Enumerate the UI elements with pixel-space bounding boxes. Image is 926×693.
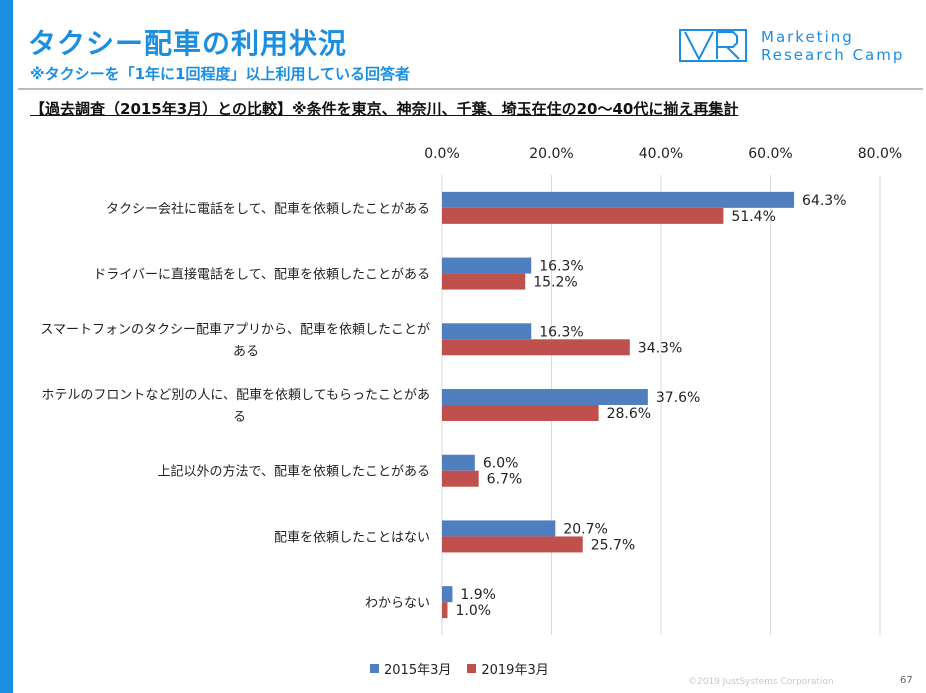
- legend-item-2015: 2015年3月: [370, 659, 451, 678]
- data-label: 64.3%: [802, 193, 846, 209]
- bar: [442, 586, 453, 603]
- category-label: 配車を依頼したことはない: [274, 530, 430, 545]
- category-label: スマートフォンのタクシー配車アプリから、配車を依頼したことが: [40, 322, 430, 337]
- header-divider: [18, 88, 923, 90]
- x-tick-label: 80.0%: [858, 146, 902, 162]
- legend-label-2015: 2015年3月: [384, 663, 452, 678]
- data-label: 1.0%: [455, 603, 491, 619]
- data-label: 6.0%: [483, 456, 519, 472]
- page-number: 67: [900, 675, 913, 686]
- bar: [442, 536, 583, 553]
- logo-line-1: Marketing: [761, 28, 854, 46]
- bar: [442, 454, 475, 471]
- data-label: 51.4%: [731, 209, 775, 225]
- data-label: 1.9%: [460, 587, 496, 603]
- logo-text: Marketing Research Camp: [761, 28, 904, 64]
- bar: [442, 207, 724, 224]
- data-label: 16.3%: [539, 324, 583, 340]
- bar: [442, 339, 630, 356]
- data-label: 37.6%: [656, 390, 700, 406]
- x-tick-label: 0.0%: [424, 146, 460, 162]
- page-title: タクシー配車の利用状況: [28, 27, 348, 60]
- bar: [442, 520, 556, 537]
- bar: [442, 389, 648, 405]
- category-label: ある: [233, 344, 259, 359]
- page-subtitle: ※タクシーを「1年に1回程度」以上利用している回答者: [30, 65, 411, 83]
- logo-line-2: Research Camp: [761, 46, 905, 64]
- category-label: る: [233, 410, 246, 425]
- legend-label-2019: 2019年3月: [481, 663, 549, 678]
- x-tick-label: 20.0%: [529, 146, 573, 162]
- accent-side-bar: [0, 0, 13, 693]
- x-tick-label: 40.0%: [639, 146, 683, 162]
- x-tick-label: 60.0%: [748, 146, 792, 162]
- bar: [442, 405, 599, 421]
- legend-swatch-2019: [467, 664, 477, 673]
- data-label: 16.3%: [539, 259, 583, 275]
- comparison-heading: 【過去調査（2015年3月）との比較】※条件を東京、神奈川、千葉、埼玉在住の20…: [30, 100, 739, 118]
- category-label: ホテルのフロントなど別の人に、配車を依頼してもらったことがあ: [41, 388, 430, 403]
- bar: [442, 323, 532, 340]
- category-label: わからない: [365, 596, 430, 611]
- bar: [442, 191, 795, 208]
- data-label: 34.3%: [638, 340, 682, 356]
- category-label: タクシー会社に電話をして、配車を依頼したことがある: [106, 201, 430, 217]
- category-label: ドライバーに直接電話をして、配車を依頼したことがある: [93, 267, 430, 283]
- legend-item-2019: 2019年3月: [467, 659, 549, 678]
- data-label: 6.7%: [487, 472, 523, 488]
- vr-logo-icon: [679, 29, 747, 62]
- data-label: 15.2%: [533, 275, 577, 291]
- bar: [442, 273, 526, 290]
- brand-logo: Marketing Research Camp: [679, 26, 919, 66]
- bar: [442, 602, 448, 619]
- data-label: 28.6%: [607, 406, 651, 422]
- bar: [442, 470, 479, 487]
- bar: [442, 257, 532, 274]
- data-label: 25.7%: [591, 537, 635, 553]
- data-label: 20.7%: [563, 521, 607, 537]
- copyright-text: ©2019 JustSystems Corporation: [688, 677, 834, 687]
- category-label: 上記以外の方法で、配車を依頼したことがある: [158, 464, 430, 480]
- chart-legend: 2015年3月 2019年3月: [370, 659, 559, 678]
- legend-swatch-2015: [370, 664, 379, 673]
